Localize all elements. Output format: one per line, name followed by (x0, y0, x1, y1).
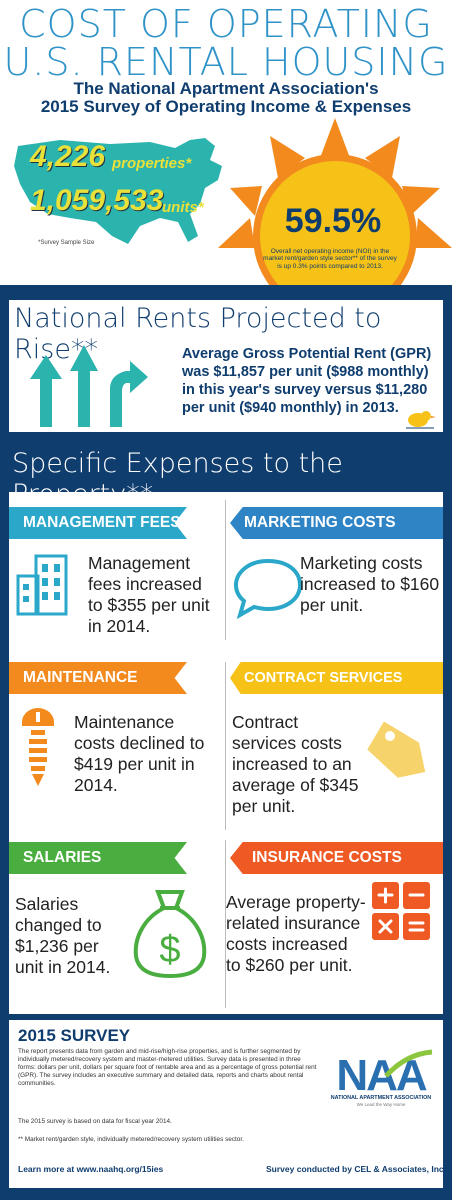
expenses-grid (9, 492, 443, 1014)
insurance-costs-text: Average property-related insurance costs… (226, 892, 366, 975)
title-line-1: COST OF OPERATING (19, 2, 433, 46)
column-divider (225, 662, 226, 830)
properties-label: properties* (112, 155, 192, 172)
building-icon (16, 554, 68, 616)
screw-icon (22, 708, 54, 786)
conducted-by: Survey conducted by CEL & Associates, In… (266, 1164, 446, 1174)
survey-title: 2015 SURVEY (18, 1026, 131, 1045)
bird-icon (406, 411, 436, 429)
maintenance-costs-text: Maintenance costs declined to $419 per u… (74, 712, 205, 795)
asterisk-note: ** Market rent/garden style, individuall… (18, 1136, 244, 1143)
noi-percent: 59.5% (284, 202, 382, 240)
units-label: units* (162, 199, 204, 216)
noi-description: Overall net operating income (NOI) in th… (263, 248, 397, 270)
naa-logo: NAA (336, 1049, 433, 1096)
subtitle-line-1: The National Apartment Association's (73, 79, 379, 98)
management-fees-label: MANAGEMENT FEES (9, 507, 187, 539)
title-line-2: U.S. RENTAL HOUSING (3, 40, 449, 84)
svg-text:$: $ (159, 929, 180, 971)
maintenance-costs-label: MAINTENANCE COSTS (9, 662, 187, 694)
rising-arrows-icon (30, 345, 148, 427)
marketing-costs-label: MARKETING COSTS (230, 507, 443, 539)
subtitle-line-2: 2015 Survey of Operating Income & Expens… (40, 97, 412, 116)
contract-services-costs-label: CONTRACT SERVICES COSTS (230, 662, 443, 694)
sun-icon (218, 118, 452, 285)
fiscal-year-note: The 2015 survey is based on data for fis… (18, 1118, 172, 1125)
price-tag-icon (367, 721, 426, 778)
units-value: 1,059,533 (30, 184, 164, 217)
money-bag-icon: $ (133, 890, 207, 979)
column-divider (225, 840, 226, 1008)
calculator-icon (372, 882, 430, 940)
speech-bubble-icon (233, 558, 303, 619)
management-fees-text: Management fees increased to $355 per un… (88, 553, 210, 636)
naa-logo-name: NATIONAL APARTMENT ASSOCIATION (330, 1095, 432, 1101)
survey-description: The report presents data from garden and… (18, 1048, 317, 1087)
naa-logo-tagline: We Lead the Way Home (356, 1102, 406, 1107)
column-divider (225, 500, 226, 640)
salaries-label: SALARIES (9, 842, 187, 874)
salaries-text: Salaries changed to $1,236 per unit in 2… (15, 894, 111, 977)
us-map-icon (14, 138, 222, 244)
header-graphics (14, 118, 452, 285)
footer-panel (9, 1020, 443, 1188)
rents-body: Average Gross Potential Rent (GPR) was $… (182, 346, 432, 416)
contract-services-costs-text: Contract services costs increased to an … (232, 712, 359, 816)
insurance-costs-label: INSURANCE COSTS (230, 842, 443, 874)
sample-size-note: *Survey Sample Size (38, 240, 95, 246)
learn-more-link[interactable]: Learn more at www.naahq.org/15ies (18, 1164, 164, 1174)
marketing-costs-text: Marketing costs increased to $160 per un… (300, 553, 440, 615)
properties-value: 4,226 (30, 140, 106, 173)
